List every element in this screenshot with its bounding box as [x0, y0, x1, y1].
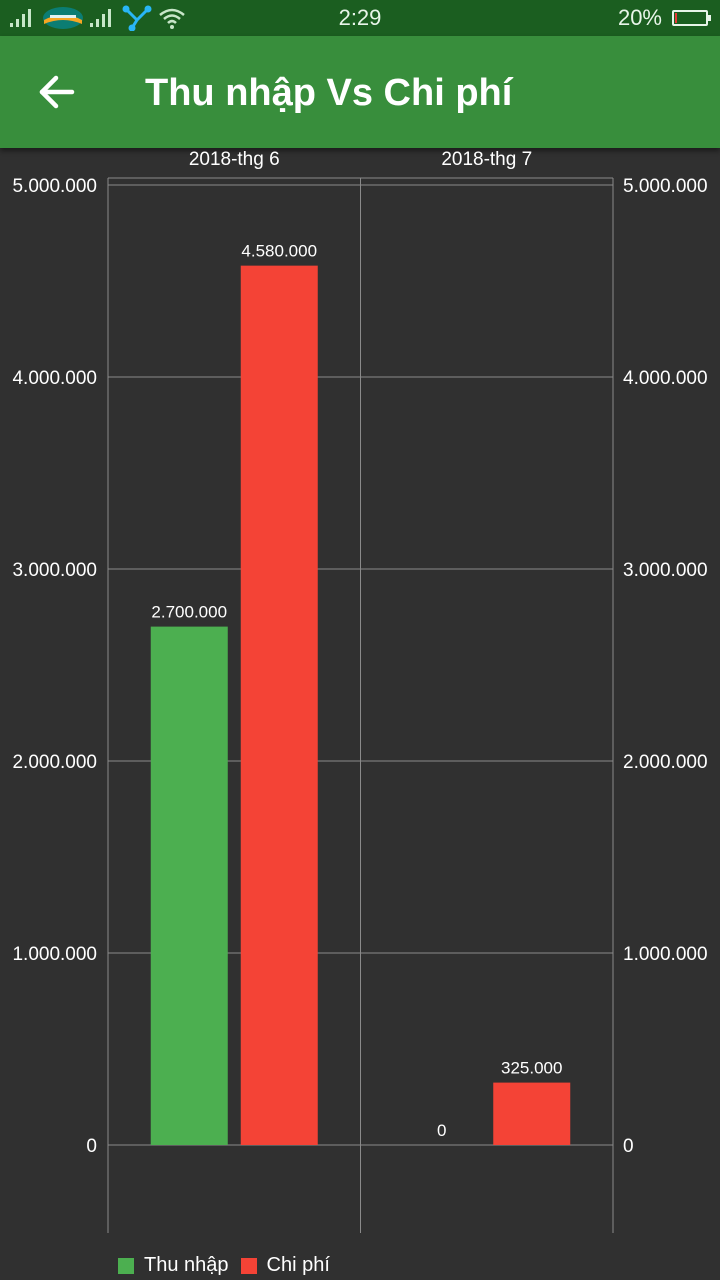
data-label-income: 0: [437, 1121, 446, 1140]
data-label-income: 2.700.000: [151, 603, 227, 622]
status-bar: 2:29 20%: [0, 0, 720, 36]
y-tick-label-right: 2.000.000: [623, 752, 708, 773]
signal-icon: [10, 9, 31, 27]
battery-icon: [672, 10, 711, 26]
legend-swatch-income: [118, 1257, 134, 1274]
page-title: Thu nhập Vs Chi phí: [145, 72, 513, 114]
y-tick-label-left: 3.000.000: [12, 560, 97, 581]
y-tick-label-right: 5.000.000: [623, 176, 708, 197]
y-tick-label-right: 0: [623, 1136, 634, 1157]
legend-swatch-expense: [240, 1257, 257, 1274]
status-icons-left: [10, 4, 186, 32]
bar-expense: [240, 265, 318, 1145]
network-share-icon: [122, 5, 152, 31]
y-tick-label-left: 5.000.000: [12, 176, 97, 197]
y-tick-label-left: 1.000.000: [12, 944, 97, 965]
legend-label-expense: Chi phí: [266, 1254, 330, 1276]
y-tick-label-right: 1.000.000: [623, 944, 708, 965]
y-tick-label-left: 0: [86, 1136, 97, 1157]
y-tick-label-right: 3.000.000: [623, 560, 708, 581]
y-tick-label-left: 2.000.000: [12, 752, 97, 773]
battery-level-fill: [675, 13, 677, 23]
legend-item-income: Thu nhập: [118, 1254, 229, 1277]
bar-chart: 0 0 1.000.000 1.000.000 2.000.000 2.000.000 3.…: [12, 149, 708, 1233]
chart-legend: Thu nhập Chi phí: [118, 1254, 342, 1277]
y-tick-label-left: 4.000.000: [12, 368, 97, 389]
legend-label-income: Thu nhập: [144, 1254, 229, 1276]
x-tick-label: 2018-thg 6: [189, 149, 280, 170]
wifi-icon: [159, 8, 185, 29]
status-icons-right: 20%: [617, 5, 711, 31]
signal-icon: [90, 9, 111, 27]
data-label-expense: 325.000: [501, 1059, 562, 1078]
carrier-logo-icon: [43, 7, 83, 29]
data-label-expense: 4.580.000: [241, 242, 317, 261]
legend-item-expense: Chi phí: [240, 1254, 330, 1277]
app-bar: Thu nhập Vs Chi phí: [0, 36, 720, 148]
bar-income: [150, 626, 228, 1145]
arrow-left-icon: [39, 75, 75, 109]
bar-expense: [493, 1082, 571, 1145]
y-tick-label-right: 4.000.000: [623, 368, 708, 389]
x-tick-label: 2018-thg 7: [441, 149, 532, 170]
battery-percent: 20%: [617, 5, 662, 30]
status-time: 2:29: [338, 5, 382, 30]
back-button[interactable]: [30, 70, 82, 114]
